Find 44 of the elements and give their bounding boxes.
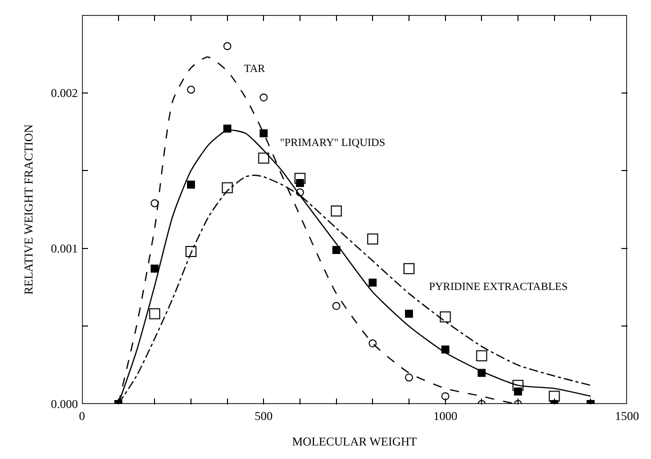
- point: [441, 392, 450, 400]
- x-tick-label: 1000: [433, 409, 458, 424]
- point: [478, 368, 486, 377]
- point: [405, 310, 413, 318]
- point: [367, 234, 378, 245]
- y-tick-label: 0.000: [50, 397, 78, 412]
- x-tick-label: 1500: [615, 409, 639, 424]
- point: [368, 278, 377, 287]
- point: [405, 374, 413, 382]
- point: [223, 42, 232, 50]
- point: [332, 246, 340, 254]
- point: [260, 129, 268, 138]
- annotation: TAR: [244, 63, 266, 75]
- point: [548, 390, 560, 402]
- x-tick-label: 0: [79, 409, 85, 424]
- point: [223, 124, 232, 133]
- point: [512, 380, 524, 391]
- point: [187, 86, 195, 94]
- point: [150, 199, 159, 208]
- point: [514, 388, 522, 396]
- point: [149, 308, 160, 320]
- annotation: PYRIDINE EXTRACTABLES: [429, 281, 568, 293]
- point: [440, 311, 451, 322]
- point: [260, 93, 268, 102]
- point: [441, 346, 450, 354]
- point: [296, 179, 304, 188]
- point: [296, 188, 304, 196]
- point: [258, 152, 270, 164]
- point: [332, 302, 340, 310]
- point: [476, 350, 488, 362]
- x-tick-label: 500: [254, 409, 273, 424]
- annotation: "PRIMARY" LIQUIDS: [280, 137, 386, 149]
- point: [404, 263, 414, 274]
- y-tick-label: 0.002: [50, 86, 78, 100]
- y-tick-label: 0.001: [50, 242, 78, 256]
- point: [330, 206, 342, 217]
- point: [294, 172, 306, 184]
- point: [222, 182, 233, 194]
- x-axis-title: MOLECULAR WEIGHT: [292, 434, 418, 449]
- point: [368, 339, 377, 348]
- point: [150, 264, 159, 273]
- point: [187, 180, 195, 189]
- y-axis-title: RELATIVE WEIGHT FRACTION: [22, 124, 36, 295]
- point: [186, 246, 196, 258]
